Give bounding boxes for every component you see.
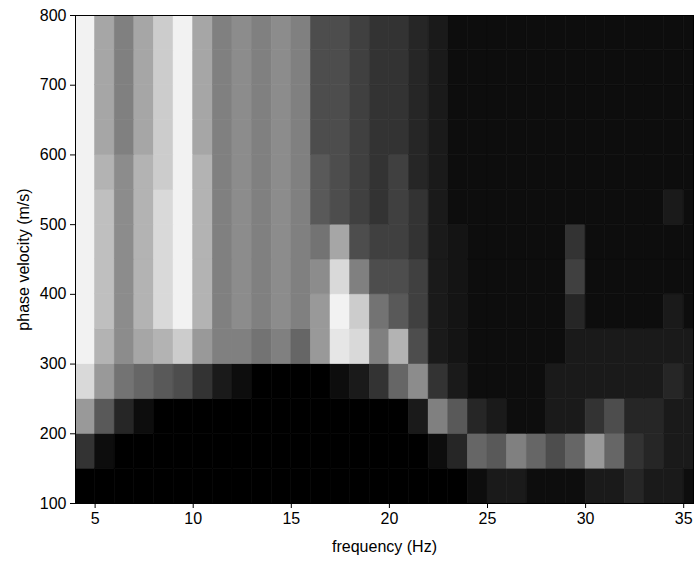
svg-text:400: 400 (40, 285, 67, 302)
svg-text:100: 100 (40, 495, 67, 512)
svg-text:35: 35 (675, 510, 693, 527)
svg-text:700: 700 (40, 76, 67, 93)
svg-text:15: 15 (282, 510, 300, 527)
svg-text:30: 30 (577, 510, 595, 527)
svg-text:25: 25 (479, 510, 497, 527)
svg-text:800: 800 (40, 7, 67, 24)
svg-text:300: 300 (40, 355, 67, 372)
svg-text:10: 10 (184, 510, 202, 527)
svg-text:200: 200 (40, 425, 67, 442)
svg-text:5: 5 (91, 510, 100, 527)
svg-text:600: 600 (40, 146, 67, 163)
svg-text:frequency (Hz): frequency (Hz) (332, 538, 437, 555)
svg-text:500: 500 (40, 216, 67, 233)
svg-text:phase velocity (m/s): phase velocity (m/s) (15, 188, 32, 330)
svg-text:20: 20 (381, 510, 399, 527)
